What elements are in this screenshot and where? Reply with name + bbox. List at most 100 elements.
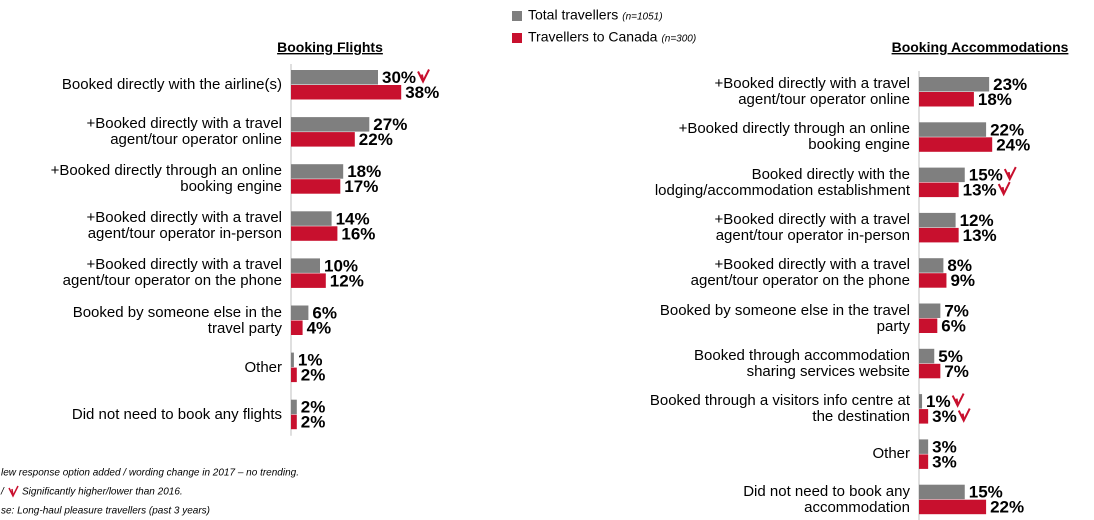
bar <box>291 164 344 179</box>
category-label: Did not need to book any flights <box>71 405 282 423</box>
category-label: +Booked directly with a travel agent/tou… <box>690 256 910 290</box>
category-label: +Booked directly through an online booki… <box>50 162 282 196</box>
value-label: 23% <box>993 75 1027 94</box>
category-label: +Booked directly with a travel agent/tou… <box>714 210 910 244</box>
bar <box>291 211 332 226</box>
bar <box>919 92 974 107</box>
legend-swatch <box>512 11 522 21</box>
value-label: 38% <box>405 83 439 102</box>
significance-icon <box>8 485 19 498</box>
bar <box>291 305 309 320</box>
value-label: 15% <box>969 166 1003 185</box>
footnote: se: Long-haul pleasure travellers (past … <box>1 506 210 517</box>
category-label: Booked through a visitors info centre at… <box>649 392 910 426</box>
value-label: 18% <box>347 162 381 181</box>
bar <box>291 414 297 430</box>
legend-sample: (n=1051) <box>622 12 662 23</box>
category-label: Other <box>872 445 910 463</box>
bar <box>291 179 341 194</box>
bar <box>291 320 303 335</box>
value-label: 3% <box>932 452 957 471</box>
chart-title: Booking Accommodations <box>892 39 1069 55</box>
value-label: 12% <box>960 211 994 230</box>
value-label: 2% <box>301 398 326 417</box>
bar <box>919 409 929 424</box>
bar <box>919 122 987 137</box>
significance-icon <box>417 69 430 84</box>
value-label: 7% <box>944 301 969 320</box>
legend-label: Travellers to Canada <box>528 29 658 45</box>
legend-label: Total travellers <box>528 7 618 23</box>
bar <box>919 167 965 183</box>
value-label: 1% <box>926 392 951 411</box>
value-label: 2% <box>301 413 326 432</box>
bar <box>919 227 959 243</box>
value-label: 5% <box>938 347 963 366</box>
bar <box>291 117 370 132</box>
significance-icon <box>951 393 965 408</box>
value-label: 13% <box>963 226 997 245</box>
bar <box>291 258 320 273</box>
chart-title: Booking Flights <box>277 39 383 55</box>
bar <box>919 212 956 228</box>
value-label: 6% <box>312 303 337 322</box>
bar <box>291 226 338 241</box>
legend-sample: (n=300) <box>661 34 696 45</box>
value-label: 4% <box>307 318 332 337</box>
category-label: Booked through accommodation sharing ser… <box>694 346 910 380</box>
bar <box>919 499 987 515</box>
category-label: Did not need to book any accommodation <box>743 482 910 516</box>
bar <box>919 363 941 379</box>
category-label: Other <box>244 358 282 376</box>
bar <box>291 85 402 100</box>
value-label: 9% <box>950 271 975 290</box>
value-label: 17% <box>344 177 378 196</box>
bar <box>291 367 297 383</box>
value-label: 7% <box>944 362 969 381</box>
significance-icon <box>1003 166 1017 182</box>
bar <box>291 70 378 85</box>
value-label: 12% <box>330 271 364 290</box>
value-label: 24% <box>996 135 1030 154</box>
category-label: Booked by someone else in the travel par… <box>72 303 282 337</box>
bar <box>291 132 355 147</box>
category-label: +Booked directly with a travel agent/tou… <box>62 256 282 290</box>
bar <box>919 303 941 318</box>
category-label: +Booked directly through an online booki… <box>678 120 910 154</box>
value-label: 14% <box>336 209 370 228</box>
value-label: 22% <box>990 120 1024 139</box>
bar <box>291 273 326 288</box>
bar <box>919 258 944 273</box>
value-label: 22% <box>359 130 393 149</box>
bar <box>919 454 929 469</box>
value-label: 18% <box>978 90 1012 109</box>
value-label: 22% <box>990 498 1024 517</box>
value-label: 13% <box>963 181 997 200</box>
significance-icon <box>997 181 1011 197</box>
footnote: / <box>0 487 5 498</box>
bar <box>919 348 935 364</box>
value-label: 1% <box>298 351 323 370</box>
category-label: Booked directly with the lodging/accommo… <box>654 165 910 199</box>
value-label: 3% <box>932 437 957 456</box>
category-label: +Booked directly with a travel agent/tou… <box>86 209 282 243</box>
value-label: 8% <box>947 256 972 275</box>
category-label: +Booked directly with a travel agent/tou… <box>86 115 282 149</box>
bar <box>919 394 923 409</box>
value-label: 3% <box>932 407 957 426</box>
value-label: 15% <box>969 483 1003 502</box>
bar <box>291 399 297 415</box>
bar <box>291 352 294 368</box>
footnote: Significantly higher/lower than 2016. <box>22 487 183 498</box>
bar <box>919 182 959 198</box>
significance-icon <box>957 408 971 423</box>
value-label: 16% <box>341 224 375 243</box>
bar <box>919 318 938 333</box>
footnote: lew response option added / wording chan… <box>1 468 299 479</box>
bar <box>919 439 929 454</box>
category-label: Booked directly with the airline(s) <box>61 76 282 93</box>
value-label: 10% <box>324 256 358 275</box>
bar <box>919 484 965 500</box>
